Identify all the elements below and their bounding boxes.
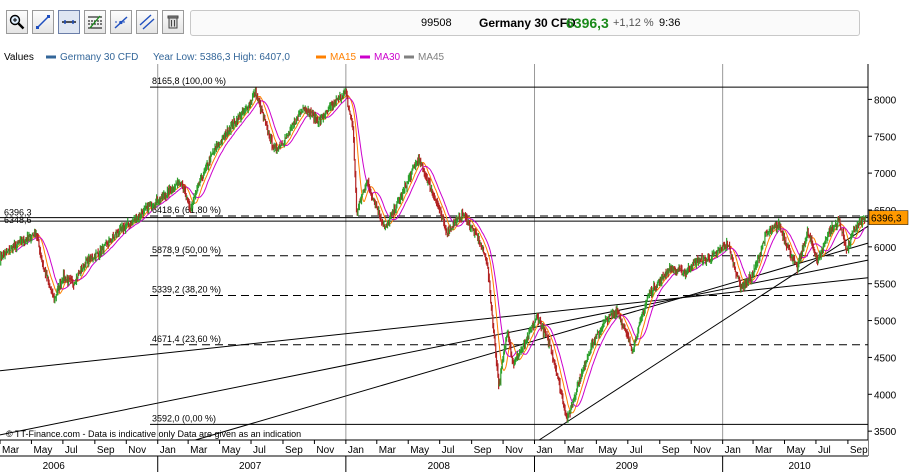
fib-level-label: 3592,0 (0,00 %) <box>152 413 216 423</box>
price-level-label: 6396,3 <box>4 208 32 218</box>
x-month-label: Jul <box>253 445 266 456</box>
fibonacci-levels: 8165,8 (100,00 %) 6418,6 (61,80 %) 5878,9 … <box>0 76 868 425</box>
y-tick-label: 7500 <box>874 132 897 143</box>
x-month-label: Nov <box>316 445 334 456</box>
y-tick-label: 4500 <box>874 353 897 364</box>
price-series <box>0 87 866 423</box>
toolbar: 99508 Germany 30 CFD 6396,3 +1,12 % 9:36 <box>0 0 910 51</box>
x-month-label: Jan <box>725 445 741 456</box>
x-month-label: Nov <box>128 445 146 456</box>
x-year-label: 2008 <box>428 461 451 472</box>
fib-level-label: 6418,6 (61,80 %) <box>152 205 221 215</box>
x-year-label: 2010 <box>788 461 811 472</box>
price-change: +1,12 % <box>613 17 654 29</box>
last-price: 6396,3 <box>566 15 609 31</box>
x-month-label: Mar <box>755 445 773 456</box>
instrument-code: 99508 <box>421 17 452 29</box>
x-year-label: 2009 <box>616 461 639 472</box>
x-month-label: May <box>410 445 429 456</box>
trend-line <box>0 259 869 436</box>
axes: 3500400045005000550060006500700075008000… <box>0 50 910 472</box>
legend-ma45-label: MA45 <box>418 52 445 63</box>
x-month-label: Jan <box>537 445 553 456</box>
current-price-tag <box>868 210 909 225</box>
x-year-label: 2007 <box>239 461 262 472</box>
legend-values-label: Values <box>4 52 34 63</box>
y-tick-label: 7000 <box>874 169 897 180</box>
parallel-lines-icon[interactable] <box>136 10 158 34</box>
y-tick-label: 5500 <box>874 280 897 291</box>
y-tick-label: 8000 <box>874 95 897 106</box>
x-month-label: Sep <box>662 445 680 456</box>
x-year-label: 2006 <box>43 461 66 472</box>
x-month-label: Mar <box>190 445 208 456</box>
legend-series-label: Germany 30 CFD <box>60 52 138 63</box>
instrument-name: Germany 30 CFD <box>479 16 576 30</box>
footer-disclaimer: © TT-Finance.com - Data is indicative on… <box>6 429 301 439</box>
fib-level-label: 5878,9 (50,00 %) <box>152 245 221 255</box>
quote-time: 9:36 <box>659 17 681 29</box>
x-month-label: Nov <box>693 445 711 456</box>
trend-line <box>0 277 869 372</box>
fib-level-label: 4671,4 (23,60 %) <box>152 334 221 344</box>
x-month-label: Mar <box>2 445 20 456</box>
plot-background <box>0 50 868 472</box>
y-tick-label: 3500 <box>874 427 897 438</box>
legend-ma30-label: MA30 <box>374 52 401 63</box>
moving-averages <box>7 94 866 414</box>
current-price-label: 6396,3 <box>871 214 902 225</box>
x-month-label: Sep <box>474 445 492 456</box>
x-month-label: Jul <box>65 445 78 456</box>
x-month-label: Sep <box>850 445 868 456</box>
y-tick-label: 6000 <box>874 243 897 254</box>
x-month-label: Jan <box>160 445 176 456</box>
y-tick-label: 4000 <box>874 390 897 401</box>
x-month-label: Nov <box>505 445 523 456</box>
x-month-label: Jul <box>442 445 455 456</box>
x-month-label: Mar <box>567 445 585 456</box>
fibonacci-icon[interactable] <box>84 10 106 34</box>
x-month-label: Mar <box>379 445 397 456</box>
horizontal-line-icon[interactable] <box>58 10 80 34</box>
price-chart[interactable]: Values Germany 30 CFD Year Low: 5386,3 H… <box>0 50 910 472</box>
legend-range-label: Year Low: 5386,3 High: 6407,0 <box>153 52 290 63</box>
line-draw-icon[interactable] <box>32 10 54 34</box>
x-month-label: Jan <box>348 445 364 456</box>
x-month-label: Sep <box>285 445 303 456</box>
quote-panel: 99508 Germany 30 CFD 6396,3 +1,12 % 9:36 <box>190 10 860 36</box>
y-tick-label: 5000 <box>874 317 897 328</box>
trash-icon[interactable] <box>162 10 184 34</box>
legend-ma15-label: MA15 <box>330 52 357 63</box>
x-month-label: Sep <box>97 445 115 456</box>
zoom-icon[interactable] <box>6 10 28 34</box>
trend-line-icon[interactable] <box>110 10 132 34</box>
trend-line <box>538 225 869 441</box>
price-level-label: 6348,6 <box>4 215 32 225</box>
y-axis-panel <box>868 50 910 472</box>
x-month-label: Jul <box>630 445 643 456</box>
fib-level-label: 5339,2 (38,20 %) <box>152 285 221 295</box>
x-month-label: May <box>222 445 241 456</box>
x-month-label: May <box>786 445 805 456</box>
legend: Values Germany 30 CFD Year Low: 5386,3 H… <box>4 52 445 63</box>
grid <box>157 64 724 440</box>
x-month-label: May <box>33 445 52 456</box>
fib-level-label: 8165,8 (100,00 %) <box>152 76 226 86</box>
ma30-line <box>14 97 866 407</box>
ma15-line <box>7 94 866 414</box>
x-month-label: Jul <box>818 445 831 456</box>
x-month-label: May <box>598 445 617 456</box>
